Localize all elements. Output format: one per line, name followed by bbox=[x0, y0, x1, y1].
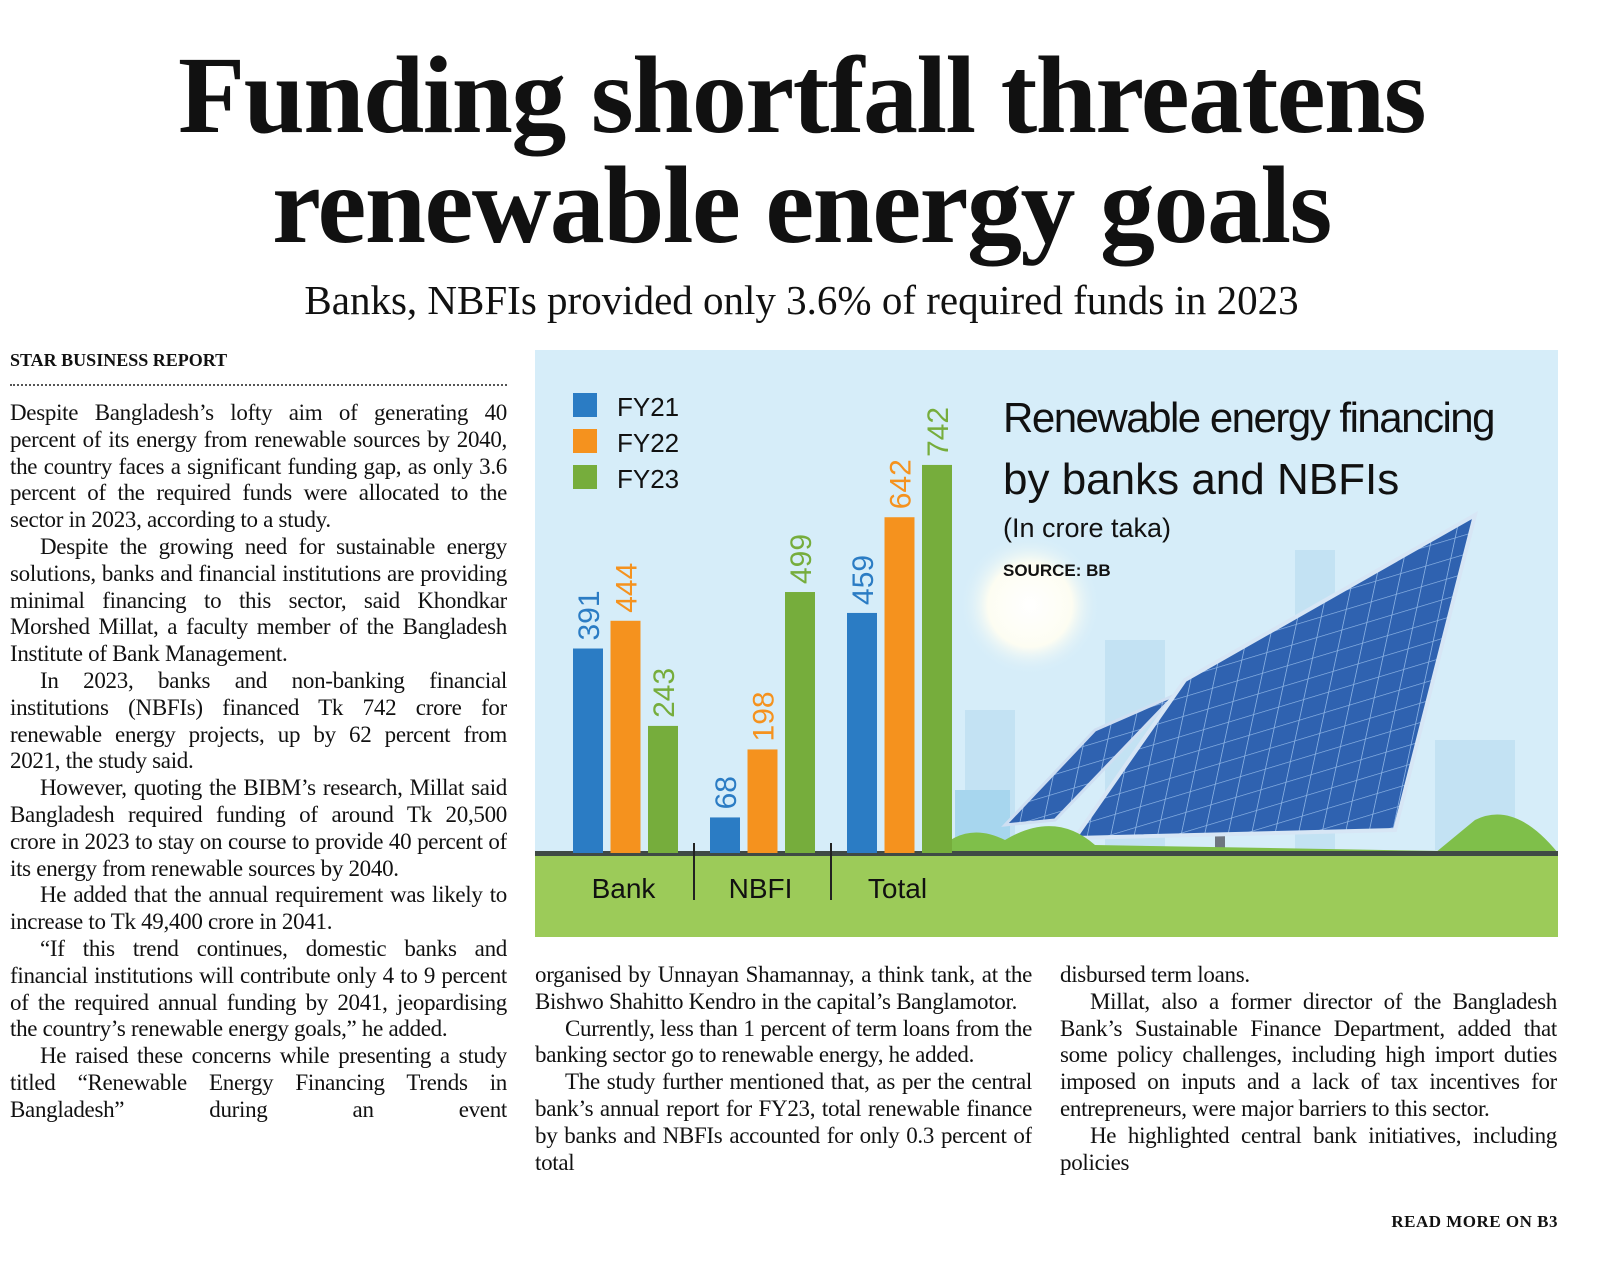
chart-title: by banks and NBFIs bbox=[1003, 455, 1399, 504]
bar bbox=[785, 592, 815, 853]
legend-label: FY23 bbox=[617, 464, 679, 494]
legend-label: FY22 bbox=[617, 428, 679, 458]
paragraph: He added that the annual requirement was… bbox=[10, 882, 507, 935]
paragraph: He highlighted central bank initiatives,… bbox=[1060, 1122, 1557, 1175]
category-label: Total bbox=[868, 873, 927, 904]
read-more[interactable]: READ MORE ON B3 bbox=[1383, 1212, 1558, 1232]
paragraph: Despite the growing need for sustainable… bbox=[10, 533, 507, 667]
paragraph: Despite Bangladesh’s lofty aim of genera… bbox=[10, 400, 507, 533]
headline: renewable energy goals bbox=[272, 144, 1332, 266]
value-label: 391 bbox=[573, 590, 606, 640]
paragraph: In 2023, banks and non-banking financial… bbox=[10, 667, 507, 774]
subheadline: Banks, NBFIs provided only 3.6% of requi… bbox=[304, 277, 1299, 323]
solar-panel bbox=[1071, 510, 1479, 841]
chart: Renewable energy financing by banks and … bbox=[535, 350, 1558, 937]
bar bbox=[648, 725, 678, 853]
chart-source: SOURCE: BB bbox=[1003, 561, 1111, 580]
baseline bbox=[535, 851, 1558, 856]
bar bbox=[610, 620, 641, 853]
panel-pole bbox=[1215, 820, 1225, 855]
category-label: Bank bbox=[592, 873, 657, 904]
value-label: 243 bbox=[648, 668, 681, 718]
bar bbox=[922, 464, 952, 853]
bar bbox=[884, 517, 915, 853]
column: organised by Unnayan Shamannay, a think … bbox=[535, 962, 1032, 1232]
separator bbox=[10, 384, 507, 386]
value-label: 459 bbox=[847, 555, 880, 605]
paragraph: organised by Unnayan Shamannay, a think … bbox=[535, 962, 1032, 1014]
column: Despite Bangladesh’s lofty aim of genera… bbox=[10, 400, 507, 1232]
sun bbox=[960, 535, 1100, 675]
bar bbox=[747, 749, 778, 853]
value-label: 444 bbox=[611, 563, 644, 613]
chart-title: Renewable energy financing bbox=[1003, 394, 1494, 441]
ground bbox=[535, 854, 1558, 937]
category-label: NBFI bbox=[729, 873, 793, 904]
bar bbox=[847, 612, 877, 853]
value-label: 499 bbox=[785, 534, 818, 584]
legend-swatch bbox=[573, 465, 597, 489]
column: disbursed term loans. Millat, also a form… bbox=[1060, 962, 1557, 1232]
paragraph: He raised these concerns while presentin… bbox=[10, 1043, 507, 1122]
legend-swatch bbox=[573, 393, 597, 417]
paragraph: disbursed term loans. bbox=[1060, 962, 1250, 987]
byline: STAR BUSINESS REPORT bbox=[10, 350, 228, 370]
paragraph: However, quoting the BIBM’s research, Mi… bbox=[10, 775, 507, 881]
value-label: 198 bbox=[748, 691, 781, 741]
bar bbox=[573, 648, 603, 853]
value-label: 742 bbox=[922, 407, 955, 457]
value-label: 68 bbox=[710, 776, 743, 809]
value-label: 642 bbox=[885, 459, 918, 509]
bar bbox=[710, 817, 740, 853]
paragraph: “If this trend continues, domestic banks… bbox=[10, 935, 507, 1042]
legend-swatch bbox=[573, 429, 597, 453]
headline: Funding shortfall threatens bbox=[177, 34, 1427, 156]
chart-subtitle: (In crore taka) bbox=[1003, 513, 1171, 543]
paragraph: Millat, also a former director of the Ba… bbox=[1060, 988, 1557, 1121]
paragraph: Currently, less than 1 percent of term l… bbox=[535, 1015, 1032, 1068]
legend-label: FY21 bbox=[617, 392, 679, 422]
paragraph: The study further mentioned that, as per… bbox=[535, 1069, 1032, 1175]
bushes bbox=[935, 814, 1558, 853]
